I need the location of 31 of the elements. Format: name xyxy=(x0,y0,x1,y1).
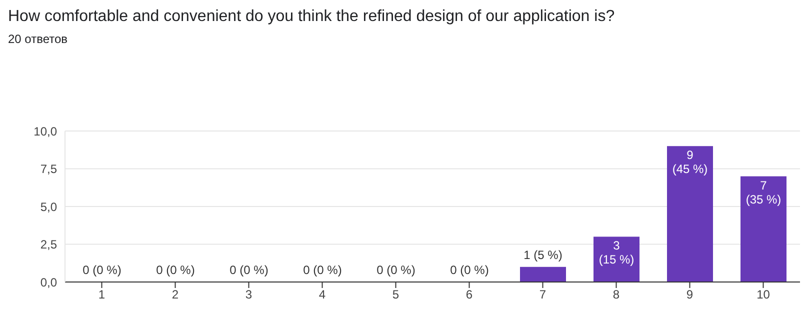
y-tick-label: 7,5 xyxy=(40,162,58,176)
data-label: 0 (0 %) xyxy=(156,263,195,277)
bar xyxy=(667,146,713,282)
chart-subtitle: 20 ответов xyxy=(8,32,69,48)
data-label: 9 (45 %) xyxy=(672,148,708,176)
x-tick-label: 6 xyxy=(466,288,473,302)
x-tick-label: 7 xyxy=(539,288,546,302)
bar xyxy=(594,236,640,282)
data-label: 0 (0 %) xyxy=(82,263,122,277)
x-tick-label: 8 xyxy=(612,288,620,302)
data-label: 0 (0 %) xyxy=(303,263,342,277)
x-tick-label: 1 xyxy=(98,288,106,302)
bar xyxy=(520,266,566,282)
x-tick-label: 9 xyxy=(686,288,694,302)
y-tick-label: 5,0 xyxy=(40,200,58,214)
x-tick-label: 2 xyxy=(172,288,179,302)
y-tick-label: 0,0 xyxy=(40,275,58,290)
data-label: 1 (5 %) xyxy=(524,248,562,262)
y-tick-label: 10,0 xyxy=(34,124,58,138)
data-label: 0 (0 %) xyxy=(450,263,489,277)
y-tick-label: 2,5 xyxy=(40,238,58,252)
x-tick-label: 10 xyxy=(756,288,770,302)
data-label: 0 (0 %) xyxy=(376,263,416,277)
data-label: 3 (15 %) xyxy=(598,238,634,267)
x-tick-label: 4 xyxy=(318,288,326,302)
data-label: 0 (0 %) xyxy=(230,263,268,277)
x-tick-label: 5 xyxy=(392,288,400,302)
x-tick-label: 3 xyxy=(245,288,252,302)
data-label: 7 (35 %) xyxy=(746,178,782,206)
chart-title: How comfortable and convenient do you think the refined design of our application is? xyxy=(8,8,616,26)
bar xyxy=(740,176,786,282)
